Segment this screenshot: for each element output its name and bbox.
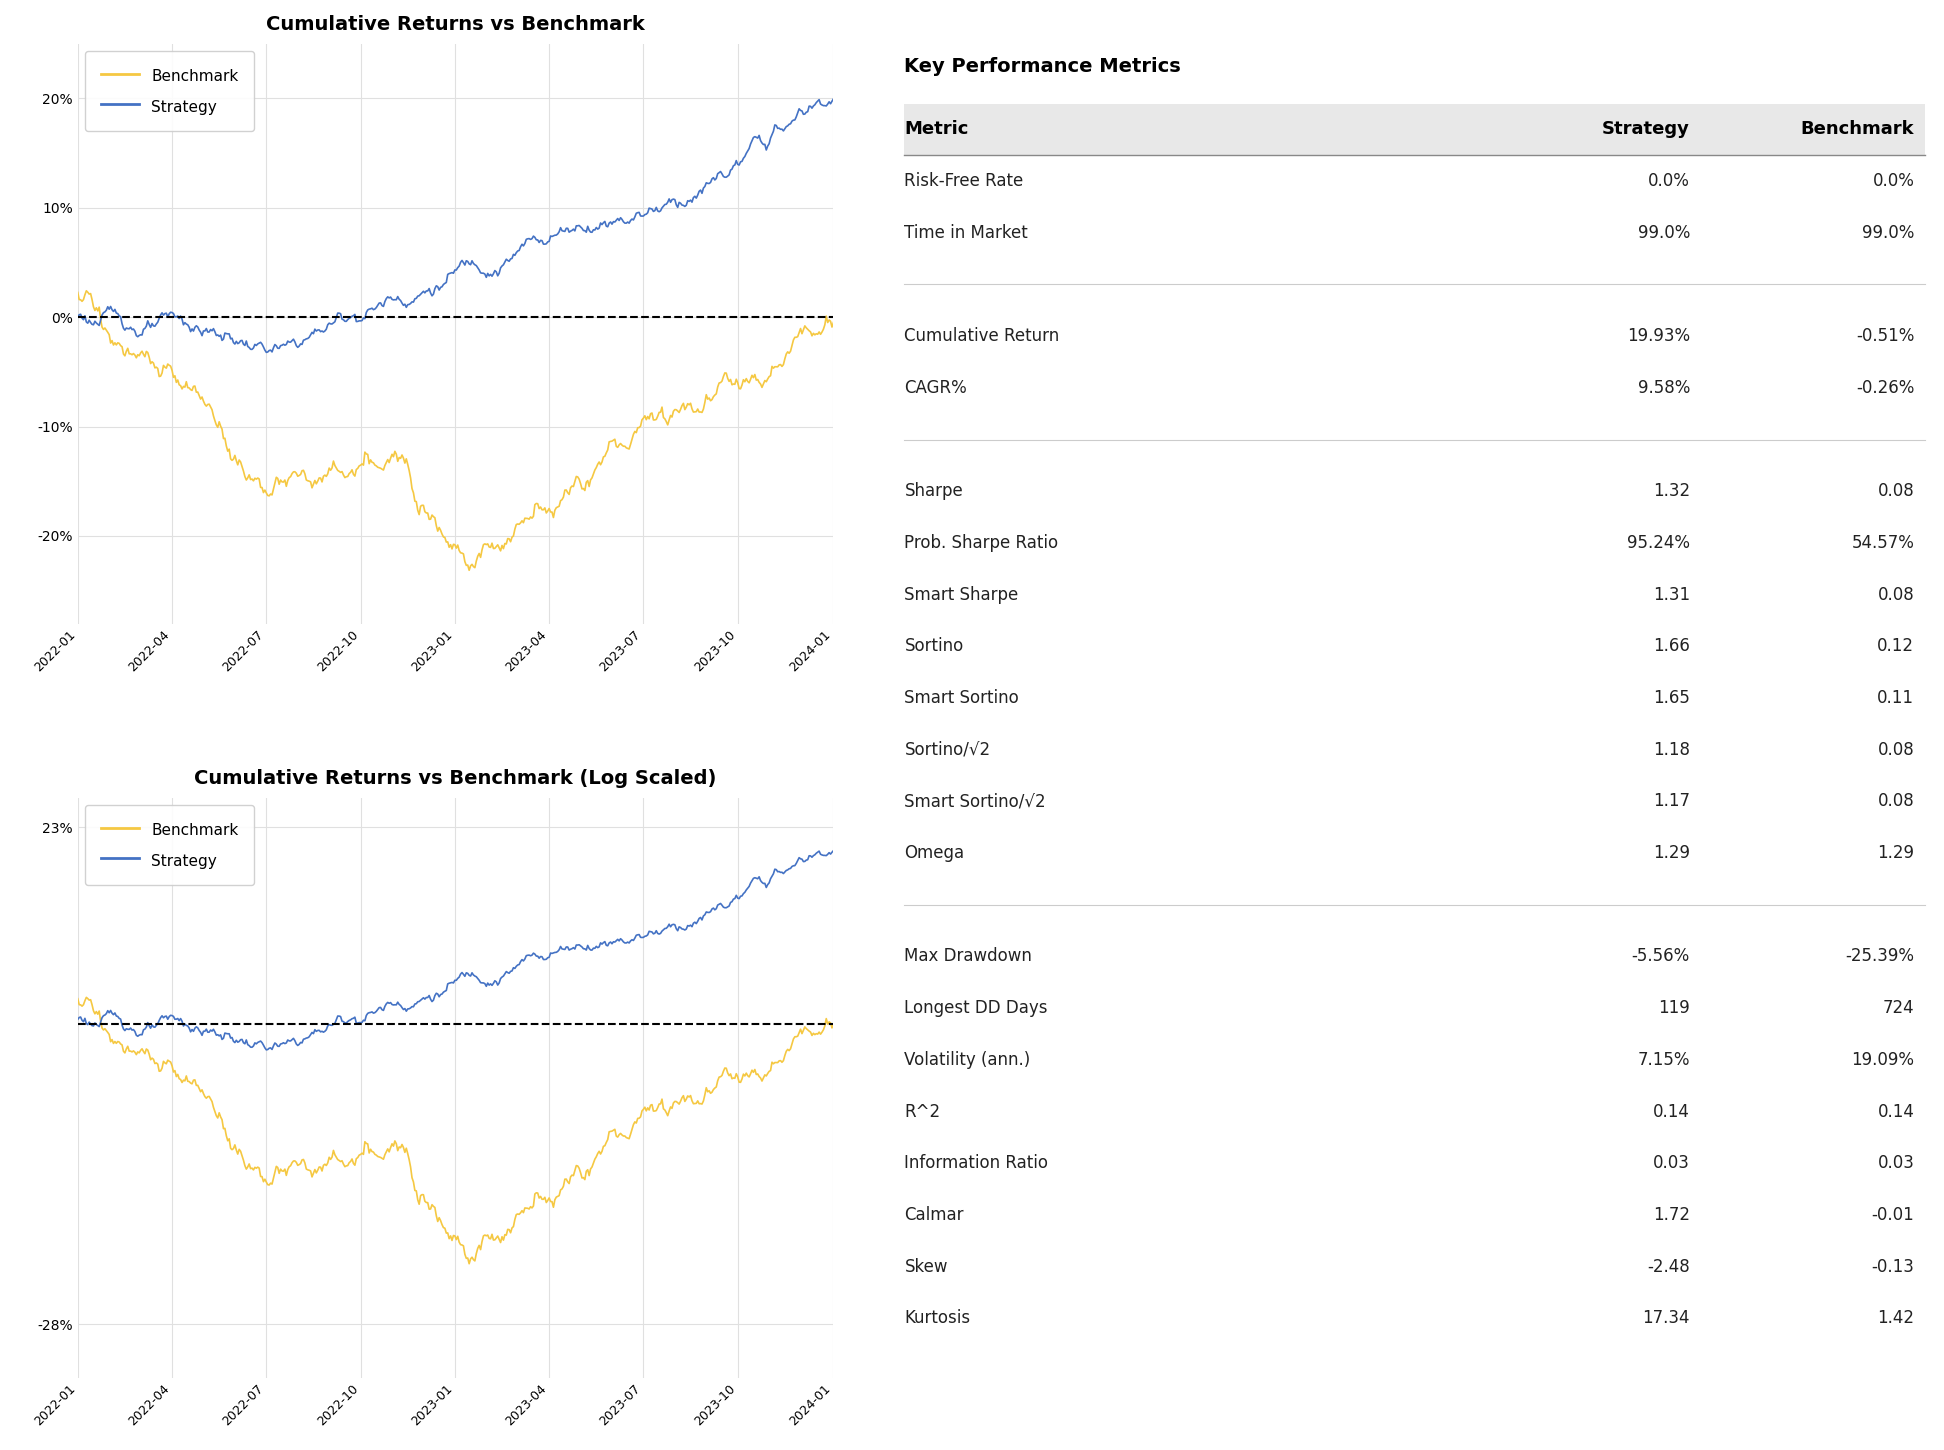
Text: 1.17: 1.17 [1652, 792, 1689, 811]
Title: Cumulative Returns vs Benchmark (Log Scaled): Cumulative Returns vs Benchmark (Log Sca… [194, 768, 717, 787]
Text: Smart Sortino/√2: Smart Sortino/√2 [904, 792, 1046, 811]
Text: Cumulative Return: Cumulative Return [904, 328, 1059, 345]
Text: 0.14: 0.14 [1878, 1102, 1915, 1121]
Text: -0.01: -0.01 [1872, 1206, 1915, 1224]
Text: Max Drawdown: Max Drawdown [904, 947, 1032, 966]
Text: 0.03: 0.03 [1878, 1154, 1915, 1172]
Text: 99.0%: 99.0% [1637, 223, 1689, 242]
Text: 1.32: 1.32 [1652, 483, 1689, 500]
Text: Information Ratio: Information Ratio [904, 1154, 1048, 1172]
Text: 1.31: 1.31 [1652, 586, 1689, 603]
Text: 19.93%: 19.93% [1627, 328, 1689, 345]
Text: 1.42: 1.42 [1878, 1309, 1915, 1327]
Text: Strategy: Strategy [1602, 120, 1689, 138]
Text: -0.51%: -0.51% [1857, 328, 1915, 345]
Text: 1.66: 1.66 [1652, 638, 1689, 655]
Text: 1.29: 1.29 [1878, 844, 1915, 863]
Text: -5.56%: -5.56% [1631, 947, 1689, 966]
Text: Prob. Sharpe Ratio: Prob. Sharpe Ratio [904, 534, 1059, 552]
Text: 95.24%: 95.24% [1627, 534, 1689, 552]
Text: Longest DD Days: Longest DD Days [904, 999, 1048, 1016]
Text: Kurtosis: Kurtosis [904, 1309, 970, 1327]
Legend: Benchmark, Strategy: Benchmark, Strategy [86, 805, 253, 884]
Text: 0.11: 0.11 [1878, 689, 1915, 708]
Text: 0.08: 0.08 [1878, 741, 1915, 758]
Text: 0.14: 0.14 [1652, 1102, 1689, 1121]
Text: 0.08: 0.08 [1878, 792, 1915, 811]
Text: -0.26%: -0.26% [1857, 378, 1915, 397]
Text: -2.48: -2.48 [1647, 1257, 1689, 1276]
Text: Sortino: Sortino [904, 638, 964, 655]
Bar [904, 103, 1925, 155]
Text: Calmar: Calmar [904, 1206, 964, 1224]
Text: 0.0%: 0.0% [1649, 173, 1689, 190]
Text: Sortino/√2: Sortino/√2 [904, 741, 991, 758]
Text: 1.29: 1.29 [1652, 844, 1689, 863]
Text: 19.09%: 19.09% [1851, 1051, 1915, 1069]
Text: Sharpe: Sharpe [904, 483, 962, 500]
Text: Time in Market: Time in Market [904, 223, 1028, 242]
Text: 1.72: 1.72 [1652, 1206, 1689, 1224]
Text: Metric: Metric [904, 120, 968, 138]
Text: 17.34: 17.34 [1643, 1309, 1689, 1327]
Text: -0.13: -0.13 [1872, 1257, 1915, 1276]
Text: 54.57%: 54.57% [1851, 534, 1915, 552]
Text: 0.12: 0.12 [1878, 638, 1915, 655]
Text: Risk-Free Rate: Risk-Free Rate [904, 173, 1024, 190]
Text: 0.08: 0.08 [1878, 483, 1915, 500]
Text: Key Performance Metrics: Key Performance Metrics [904, 57, 1182, 75]
Text: 0.0%: 0.0% [1872, 173, 1915, 190]
Text: Omega: Omega [904, 844, 964, 863]
Text: 0.08: 0.08 [1878, 586, 1915, 603]
Text: Skew: Skew [904, 1257, 949, 1276]
Text: R^2: R^2 [904, 1102, 941, 1121]
Text: Smart Sortino: Smart Sortino [904, 689, 1019, 708]
Text: 9.58%: 9.58% [1637, 378, 1689, 397]
Text: 1.65: 1.65 [1652, 689, 1689, 708]
Legend: Benchmark, Strategy: Benchmark, Strategy [86, 51, 253, 130]
Text: CAGR%: CAGR% [904, 378, 968, 397]
Text: Smart Sharpe: Smart Sharpe [904, 586, 1019, 603]
Text: 7.15%: 7.15% [1637, 1051, 1689, 1069]
Text: 1.18: 1.18 [1652, 741, 1689, 758]
Text: Benchmark: Benchmark [1800, 120, 1915, 138]
Text: 0.03: 0.03 [1652, 1154, 1689, 1172]
Text: 99.0%: 99.0% [1862, 223, 1915, 242]
Text: 724: 724 [1882, 999, 1915, 1016]
Title: Cumulative Returns vs Benchmark: Cumulative Returns vs Benchmark [266, 14, 645, 33]
Text: 119: 119 [1658, 999, 1689, 1016]
Text: Volatility (ann.): Volatility (ann.) [904, 1051, 1030, 1069]
Text: -25.39%: -25.39% [1845, 947, 1915, 966]
